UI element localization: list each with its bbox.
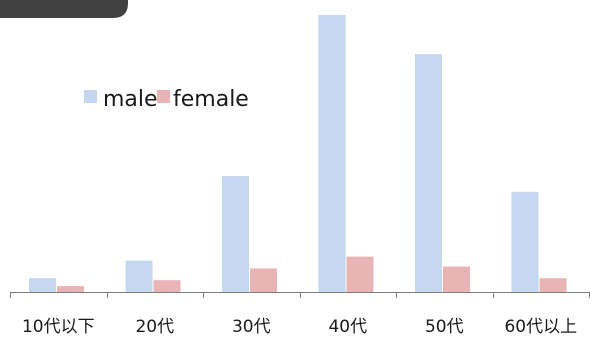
x-tick-label: 20代 [135,317,174,336]
x-tick-label: 40代 [328,317,367,336]
bar-female-4 [443,266,470,292]
bar-male-5 [511,191,539,292]
bar-female-3 [346,256,374,292]
bar-female-5 [539,278,567,292]
x-axis [10,292,590,298]
bar-male-2 [222,176,249,292]
legend-swatch-female [157,90,170,103]
bar-male-4 [415,54,442,293]
corner-badge [0,0,128,18]
bar-female-1 [153,280,181,292]
bars-group [29,14,567,293]
x-tick-label: 50代 [425,317,464,336]
legend-label-male: male [103,87,158,112]
legend-label-female: female [173,87,249,112]
bar-female-0 [57,286,84,292]
x-tick-label: 30代 [232,317,271,336]
x-tick-labels: 10代以下 20代 30代 40代 50代 60代以上 [22,317,577,337]
bar-female-2 [250,268,277,292]
x-tick-label: 10代以下 [22,317,95,336]
x-tick-label: 60代以上 [504,317,577,336]
legend-swatch-male [84,90,97,103]
bar-male-0 [29,278,56,292]
legend: male female [84,87,249,112]
bar-male-1 [125,260,153,292]
bar-male-3 [318,14,346,293]
